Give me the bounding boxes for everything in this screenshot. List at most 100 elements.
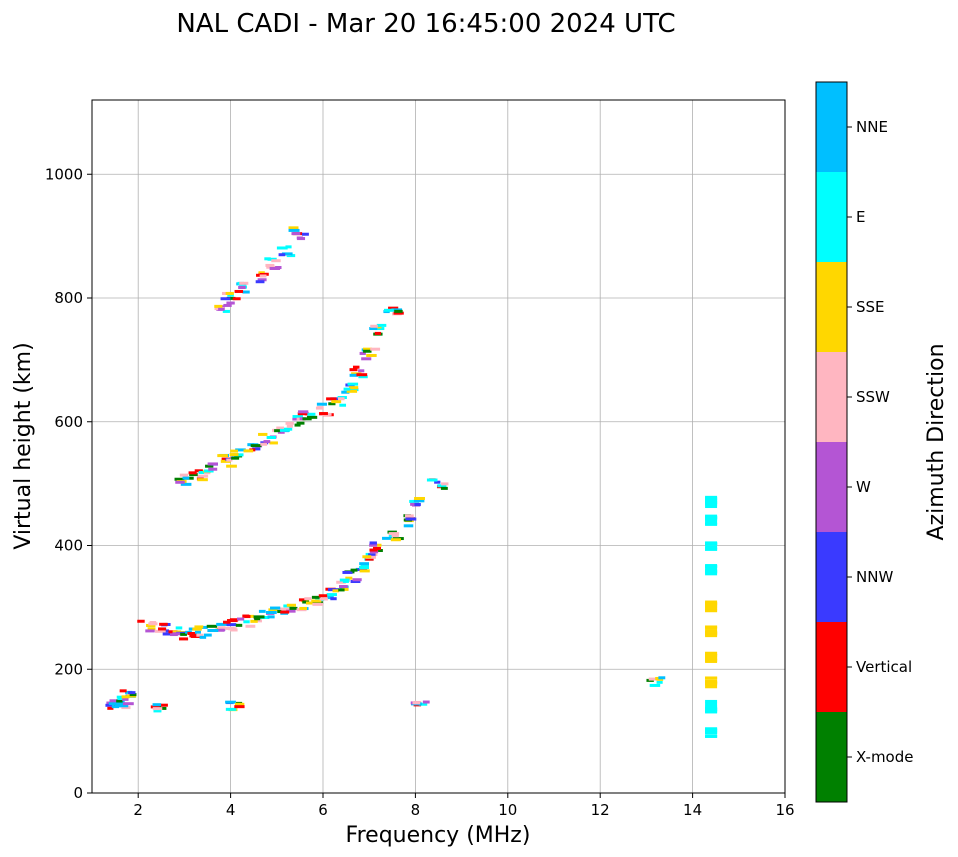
echo-mark: [263, 440, 271, 444]
echo-mark: [279, 428, 290, 432]
colorbar-label-w: W: [856, 478, 871, 496]
echo-mark: [338, 397, 345, 401]
echo-mark: [242, 614, 250, 618]
echo-mark: [359, 566, 370, 570]
echo-mark: [405, 517, 417, 521]
x-tick-label: 16: [775, 801, 794, 819]
echo-mark: [412, 701, 421, 705]
echo-mark: [358, 369, 365, 373]
colorbar-swatch-w: [816, 442, 847, 532]
echo-mark: [338, 588, 345, 592]
echo-mark: [304, 597, 312, 601]
echo-mark: [339, 584, 348, 588]
echo-mark: [175, 626, 183, 630]
echo-mark: [180, 482, 192, 486]
echo-mark: [259, 272, 266, 276]
echo-mark: [207, 462, 218, 466]
echo-mark: [265, 610, 277, 614]
echo-mark: [705, 609, 718, 613]
echo-mark: [318, 594, 328, 598]
echo-mark: [203, 633, 212, 637]
echo-mark: [391, 534, 399, 538]
echo-mark: [705, 502, 718, 506]
echo-mark: [253, 615, 265, 619]
echo-mark: [312, 602, 323, 606]
echo-mark: [147, 627, 156, 631]
echo-mark: [232, 297, 241, 301]
echo-mark: [214, 304, 223, 308]
y-axis-label: Virtual height (km): [11, 342, 36, 549]
echo-mark: [199, 635, 207, 639]
echo-mark: [145, 629, 155, 633]
echo-mark: [161, 703, 168, 707]
echo-mark: [370, 347, 381, 351]
echo-mark: [297, 410, 309, 414]
echo-mark: [311, 595, 321, 599]
echo-mark: [301, 232, 309, 236]
echo-mark: [277, 430, 285, 434]
echo-mark: [294, 423, 301, 427]
echo-mark: [705, 625, 718, 629]
echo-mark: [182, 476, 190, 480]
echo-mark: [276, 426, 285, 430]
echo-mark: [225, 707, 237, 711]
colorbar-swatch-nne: [816, 82, 847, 172]
echo-mark: [351, 372, 362, 376]
echo-mark: [264, 257, 271, 261]
echo-mark: [705, 518, 718, 522]
echo-mark: [250, 444, 262, 448]
echo-mark: [404, 514, 414, 518]
echo-mark: [223, 303, 232, 307]
echo-mark: [298, 598, 306, 602]
echo-mark: [105, 703, 113, 707]
echo-mark: [268, 608, 278, 612]
echo-mark: [705, 600, 718, 604]
echo-mark: [226, 301, 235, 305]
echo-mark: [225, 291, 234, 295]
echo-mark: [705, 522, 718, 526]
echo-mark: [346, 389, 358, 393]
echo-mark: [205, 464, 214, 468]
echo-mark: [137, 619, 145, 623]
echo-mark: [282, 252, 293, 256]
echo-mark: [306, 415, 318, 419]
echo-mark: [705, 572, 718, 576]
echo-mark: [422, 700, 430, 704]
echo-mark: [705, 709, 718, 713]
echo-mark: [403, 524, 414, 528]
echo-mark: [305, 601, 316, 605]
echo-mark: [226, 458, 233, 462]
echo-mark: [299, 606, 307, 610]
plot-frame: [91, 99, 786, 794]
echo-mark: [705, 564, 718, 568]
echo-mark: [223, 620, 231, 624]
echo-mark: [440, 486, 448, 490]
echo-mark: [113, 701, 121, 705]
echo-mark: [242, 290, 250, 294]
x-tick-label: 8: [411, 801, 421, 819]
echo-mark: [434, 480, 441, 484]
echo-mark: [349, 388, 359, 392]
echo-mark: [658, 676, 666, 680]
x-tick-label: 2: [133, 801, 143, 819]
chart-title: NAL CADI - Mar 20 16:45:00 2024 UTC: [176, 9, 675, 39]
echo-mark: [705, 654, 718, 658]
colorbar-swatch-sse: [816, 262, 847, 352]
echo-mark: [260, 442, 268, 446]
y-tick-label: 800: [54, 289, 83, 307]
y-tick-label: 0: [73, 784, 83, 802]
echo-mark: [109, 699, 120, 703]
echo-mark: [245, 624, 256, 628]
echo-mark: [359, 569, 370, 573]
echo-mark: [705, 634, 718, 638]
echo-mark: [278, 253, 286, 257]
colorbar-swatch-ssw: [816, 352, 847, 442]
echo-mark: [437, 484, 447, 488]
echo-mark: [236, 617, 245, 621]
echo-mark: [216, 622, 228, 626]
echo-mark: [235, 448, 246, 452]
echo-mark: [111, 705, 120, 709]
echo-mark: [302, 600, 310, 604]
plot-area: 2 4 6 8 10 12 14 16 0 200 400 600 800 1000: [45, 99, 795, 819]
echo-mark: [342, 570, 353, 574]
